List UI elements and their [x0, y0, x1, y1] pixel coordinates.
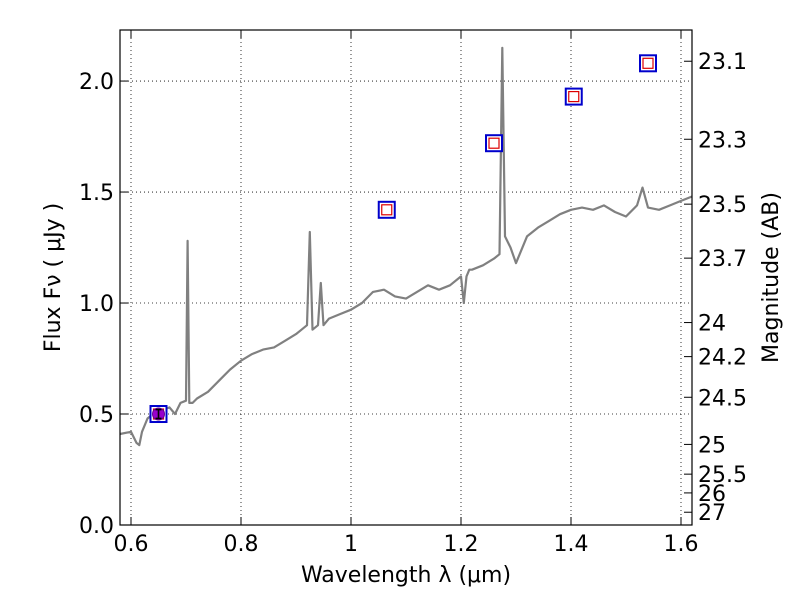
spectrum-line — [119, 46, 693, 447]
x-axis-label: Wavelength λ (μm) — [301, 563, 511, 588]
y-axis-label: Flux Fν ( μJy ) — [41, 203, 66, 352]
mag-tick-label: 25.5 — [698, 463, 747, 488]
y-tick-label: 0.0 — [79, 514, 114, 539]
mag-tick-label: 27 — [698, 501, 726, 526]
mag-tick-label: 26 — [698, 482, 726, 507]
mag-tick-label: 24.2 — [698, 346, 747, 371]
y2-axis-label: Magnitude (AB) — [759, 192, 784, 363]
photometry-point-outer — [485, 134, 503, 153]
grid-layer — [120, 30, 692, 526]
x-tick-label: 0.8 — [224, 532, 259, 557]
mag-tick-label: 25 — [698, 433, 726, 458]
mag-tick-label: 24.5 — [698, 386, 747, 411]
tick-layer: 0.6 0.8 1 1.2 1.4 1.6 0.0 0.5 1.0 1.5 2.0 23.1 23.3 2… — [79, 30, 747, 557]
photometry-point-inner — [488, 137, 500, 149]
x-tick-label: 1.6 — [664, 532, 699, 557]
mag-tick-label: 24 — [698, 312, 726, 337]
y-tick-label: 2.0 — [79, 70, 114, 95]
photometry-point-outer — [639, 54, 657, 73]
photometry-point-outer — [564, 87, 583, 106]
mag-tick-label: 23.5 — [698, 193, 747, 218]
photometry-point-inner — [642, 57, 654, 69]
y-tick-label: 1.5 — [79, 181, 114, 206]
x-tick-label: 1.4 — [554, 532, 589, 557]
x-tick-label: 1 — [344, 532, 358, 557]
y-tick-label: 1.0 — [79, 292, 114, 317]
mag-tick-label: 23.7 — [698, 247, 747, 272]
x-tick-label: 0.6 — [114, 532, 149, 557]
plot-frame — [119, 29, 693, 526]
y-tick-label: 0.5 — [79, 403, 114, 428]
data-layer — [119, 46, 693, 447]
mag-tick-label: 23.3 — [698, 128, 747, 153]
photometry-point-inner — [381, 204, 393, 216]
x-tick-label: 1.2 — [444, 532, 479, 557]
photometry-point-outer — [377, 200, 396, 219]
mag-tick-label: 23.1 — [698, 50, 747, 75]
photometry-point-inner — [568, 90, 580, 103]
